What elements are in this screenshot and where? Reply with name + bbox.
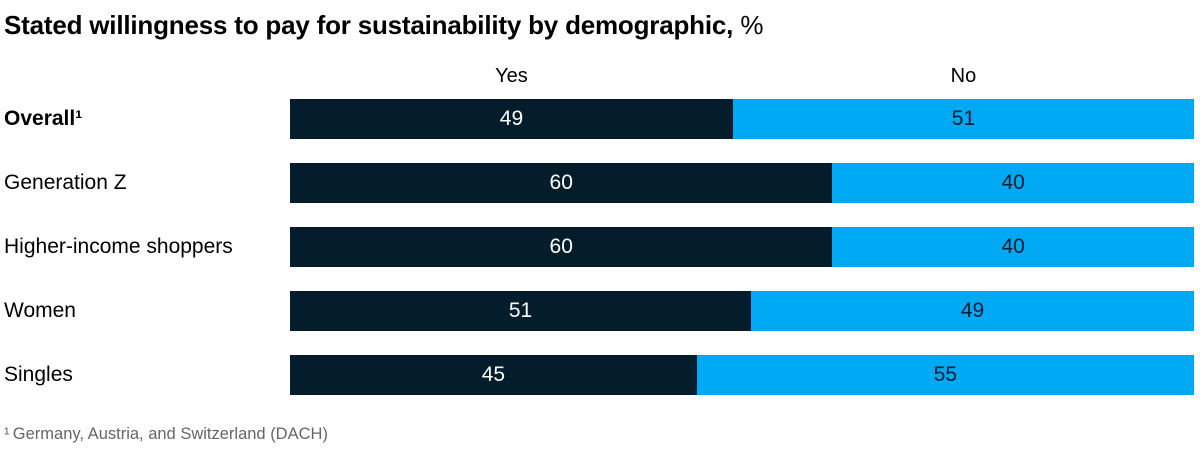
chart-rows: Overall¹ 49 51 Generation Z 60 40 Higher-incom… (4, 99, 1194, 396)
stacked-bar: 49 51 (290, 99, 1194, 140)
chart-title-main: Stated willingness to pay for sustainabi… (4, 10, 734, 40)
segment-yes: 51 (290, 291, 752, 332)
segment-yes: 49 (290, 99, 733, 140)
segment-value: 51 (951, 107, 976, 131)
category-label: Singles (4, 363, 73, 387)
segment-yes: 45 (290, 355, 697, 396)
category-label: Generation Z (4, 171, 127, 195)
chart-title-unit: % (733, 10, 764, 40)
chart-row: Singles 45 55 (4, 355, 1194, 396)
segment-no: 40 (832, 163, 1194, 204)
stacked-bar: 60 40 (290, 163, 1194, 204)
category-label: Overall¹ (4, 107, 83, 131)
stacked-bar-chart: Yes No Overall¹ 49 51 Generation Z 60 40 Highe… (4, 63, 1194, 396)
stacked-bar: 51 49 (290, 291, 1194, 332)
segment-value: 40 (1001, 235, 1025, 259)
segment-yes: 60 (290, 163, 833, 204)
category-label: Higher-income shoppers (4, 235, 233, 259)
segment-value: 60 (549, 171, 573, 195)
chart-title: Stated willingness to pay for sustainabi… (4, 10, 1194, 41)
series-header-yes: Yes (495, 65, 528, 88)
segment-value: 60 (549, 235, 573, 259)
segment-value: 49 (960, 299, 985, 323)
segment-value: 40 (1001, 171, 1025, 195)
chart-footnote: ¹ Germany, Austria, and Switzerland (DAC… (4, 425, 328, 444)
segment-no: 40 (832, 227, 1194, 268)
segment-value: 55 (933, 363, 958, 387)
series-headers: Yes No (290, 63, 1194, 99)
category-label: Women (4, 299, 76, 323)
segment-value: 45 (481, 363, 506, 387)
chart-row: Overall¹ 49 51 (4, 99, 1194, 140)
chart-row: Generation Z 60 40 (4, 163, 1194, 204)
segment-yes: 60 (290, 227, 833, 268)
stacked-bar: 60 40 (290, 227, 1194, 268)
segment-value: 49 (499, 107, 524, 131)
stacked-bar: 45 55 (290, 355, 1194, 396)
segment-no: 51 (732, 99, 1194, 140)
segment-value: 51 (508, 299, 533, 323)
chart-row: Higher-income shoppers 60 40 (4, 227, 1194, 268)
chart-row: Women 51 49 (4, 291, 1194, 332)
series-header-no: No (950, 65, 977, 88)
segment-no: 49 (751, 291, 1194, 332)
segment-no: 55 (696, 355, 1194, 396)
